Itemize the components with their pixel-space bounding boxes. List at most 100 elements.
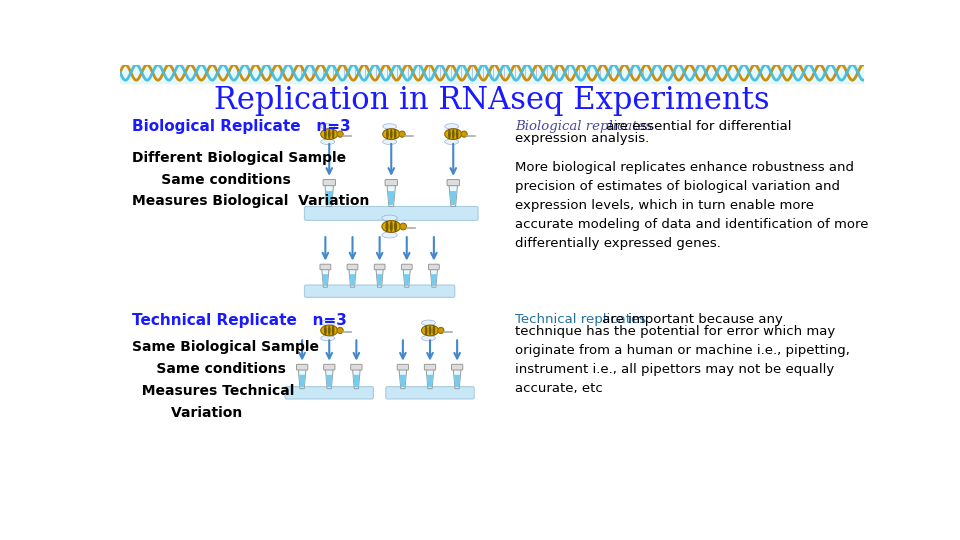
Ellipse shape xyxy=(390,221,393,232)
Ellipse shape xyxy=(399,131,405,137)
Polygon shape xyxy=(325,185,333,206)
FancyBboxPatch shape xyxy=(304,285,455,298)
Polygon shape xyxy=(376,274,383,286)
Ellipse shape xyxy=(324,326,326,335)
Ellipse shape xyxy=(394,129,396,139)
FancyBboxPatch shape xyxy=(386,387,474,399)
Polygon shape xyxy=(404,274,410,286)
Ellipse shape xyxy=(444,124,459,129)
Ellipse shape xyxy=(386,129,389,139)
Polygon shape xyxy=(427,375,433,387)
Polygon shape xyxy=(426,369,434,389)
Text: Technical replicates: Technical replicates xyxy=(516,313,646,326)
Polygon shape xyxy=(387,185,396,206)
FancyBboxPatch shape xyxy=(285,387,373,399)
Ellipse shape xyxy=(399,223,407,230)
FancyBboxPatch shape xyxy=(304,206,478,220)
FancyBboxPatch shape xyxy=(401,264,412,269)
Ellipse shape xyxy=(421,335,436,341)
Ellipse shape xyxy=(394,221,397,232)
Ellipse shape xyxy=(383,124,396,129)
Polygon shape xyxy=(326,375,332,387)
Text: expression analysis.: expression analysis. xyxy=(516,132,650,145)
Polygon shape xyxy=(352,369,360,389)
Polygon shape xyxy=(388,191,395,205)
Polygon shape xyxy=(399,369,407,389)
FancyBboxPatch shape xyxy=(447,179,460,186)
Ellipse shape xyxy=(448,129,451,139)
Polygon shape xyxy=(353,375,359,387)
Text: Different Biological Sample
      Same conditions
Measures Biological  Variation: Different Biological Sample Same conditi… xyxy=(132,151,369,208)
Ellipse shape xyxy=(382,215,397,221)
Ellipse shape xyxy=(337,131,344,137)
Ellipse shape xyxy=(321,320,335,326)
Polygon shape xyxy=(299,369,306,389)
Polygon shape xyxy=(323,274,328,286)
Polygon shape xyxy=(431,274,437,286)
Ellipse shape xyxy=(383,129,399,139)
FancyBboxPatch shape xyxy=(428,264,440,269)
Ellipse shape xyxy=(452,129,455,139)
Polygon shape xyxy=(453,369,461,389)
Text: Technical Replicate   n=3: Technical Replicate n=3 xyxy=(132,313,347,328)
FancyBboxPatch shape xyxy=(320,264,331,269)
Ellipse shape xyxy=(321,325,338,336)
Polygon shape xyxy=(349,274,355,286)
Ellipse shape xyxy=(433,326,435,335)
Ellipse shape xyxy=(382,220,400,232)
Ellipse shape xyxy=(383,139,396,145)
Text: are essential for differential: are essential for differential xyxy=(602,120,792,133)
Ellipse shape xyxy=(390,129,393,139)
Ellipse shape xyxy=(321,124,335,129)
Ellipse shape xyxy=(444,139,459,145)
Text: Biological Replicate   n=3: Biological Replicate n=3 xyxy=(132,119,350,134)
Bar xyxy=(120,65,864,83)
Ellipse shape xyxy=(444,129,462,139)
Ellipse shape xyxy=(456,129,459,139)
Polygon shape xyxy=(450,191,457,205)
Text: are important because any: are important because any xyxy=(598,313,783,326)
FancyBboxPatch shape xyxy=(397,364,409,370)
FancyBboxPatch shape xyxy=(424,364,436,370)
FancyBboxPatch shape xyxy=(385,179,397,186)
Ellipse shape xyxy=(421,320,436,326)
Ellipse shape xyxy=(438,327,444,334)
Ellipse shape xyxy=(421,325,439,336)
Ellipse shape xyxy=(324,129,326,139)
Ellipse shape xyxy=(386,221,389,232)
FancyBboxPatch shape xyxy=(324,364,335,370)
Ellipse shape xyxy=(321,129,338,139)
Ellipse shape xyxy=(337,327,344,334)
Polygon shape xyxy=(348,269,356,287)
FancyBboxPatch shape xyxy=(297,364,308,370)
Ellipse shape xyxy=(328,326,330,335)
Polygon shape xyxy=(449,185,458,206)
Polygon shape xyxy=(322,269,329,287)
Ellipse shape xyxy=(332,129,334,139)
Ellipse shape xyxy=(461,131,468,137)
Polygon shape xyxy=(299,375,305,387)
FancyBboxPatch shape xyxy=(451,364,463,370)
Text: More biological replicates enhance robustness and
precision of estimates of biol: More biological replicates enhance robus… xyxy=(516,161,869,250)
Ellipse shape xyxy=(429,326,431,335)
FancyBboxPatch shape xyxy=(374,264,385,269)
Polygon shape xyxy=(454,375,460,387)
Ellipse shape xyxy=(321,335,335,341)
Ellipse shape xyxy=(424,326,427,335)
Text: Biological replicates: Biological replicates xyxy=(516,120,653,133)
Text: Replication in RNAseq Experiments: Replication in RNAseq Experiments xyxy=(214,85,770,117)
Ellipse shape xyxy=(328,129,330,139)
Ellipse shape xyxy=(332,326,334,335)
Text: Same Biological Sample
     Same conditions
  Measures Technical
        Variati: Same Biological Sample Same conditions M… xyxy=(132,340,319,420)
FancyBboxPatch shape xyxy=(324,179,335,186)
Ellipse shape xyxy=(321,139,335,145)
Polygon shape xyxy=(403,269,410,287)
Text: technique has the potential for error which may
originate from a human or machin: technique has the potential for error wh… xyxy=(516,325,851,395)
Ellipse shape xyxy=(382,232,397,238)
Polygon shape xyxy=(430,269,438,287)
FancyBboxPatch shape xyxy=(348,264,358,269)
Polygon shape xyxy=(376,269,383,287)
FancyBboxPatch shape xyxy=(350,364,362,370)
Polygon shape xyxy=(325,369,333,389)
Polygon shape xyxy=(325,191,333,205)
